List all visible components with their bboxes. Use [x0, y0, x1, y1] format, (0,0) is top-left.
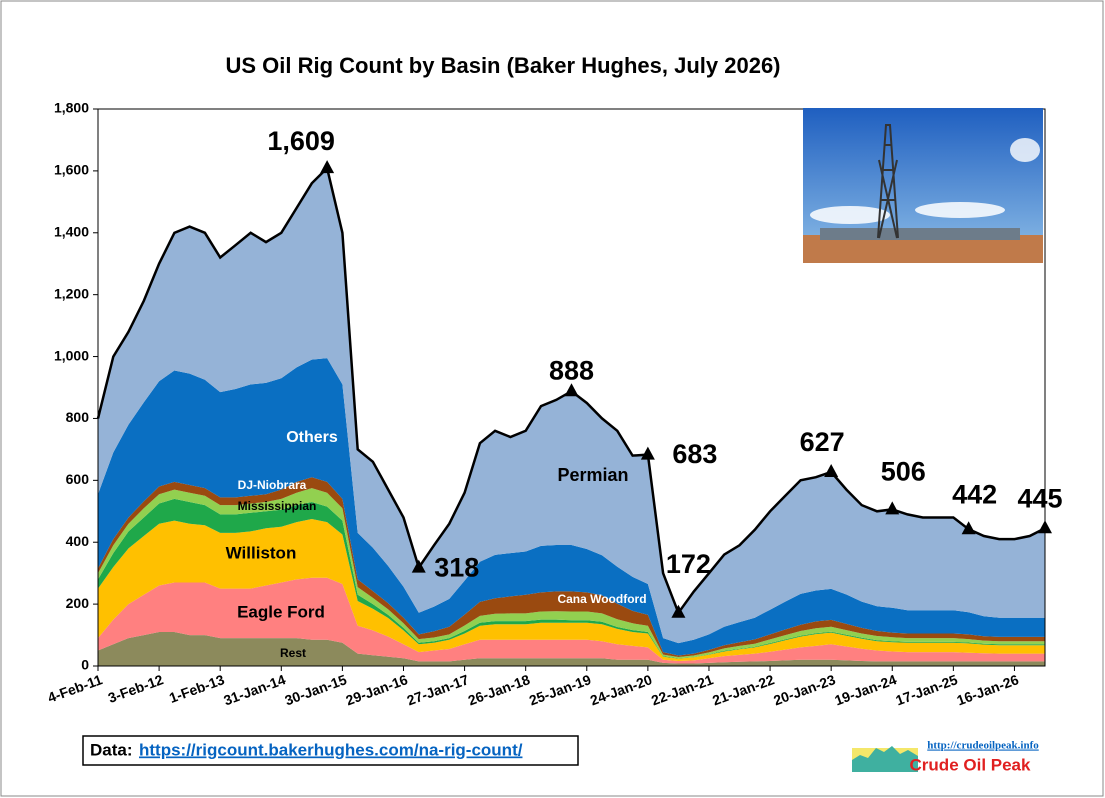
series-label: Eagle Ford — [237, 602, 325, 621]
y-tick-label: 800 — [66, 409, 90, 425]
logo-url[interactable]: http://crudeoilpeak.info — [927, 740, 1039, 752]
plot-border — [97, 108, 1046, 667]
peak-label: 318 — [434, 553, 479, 583]
y-tick-label: 400 — [66, 533, 90, 549]
source-label: Data: — [90, 740, 133, 759]
cloud — [1010, 138, 1040, 162]
peak-label: 442 — [952, 479, 997, 509]
area — [98, 358, 1045, 656]
y-tick-label: 0 — [81, 657, 89, 673]
area — [98, 577, 1045, 664]
y-tick-label: 1,400 — [54, 223, 89, 239]
peak-marker — [1038, 520, 1052, 534]
series-label: Mississippian — [238, 499, 317, 513]
peak-marker — [671, 604, 686, 618]
y-tick-label: 600 — [66, 471, 90, 487]
peak-marker — [961, 521, 976, 535]
logo-name: Crude Oil Peak — [910, 755, 1031, 774]
y-tick-label: 1,200 — [54, 285, 89, 301]
peak-label: 627 — [800, 427, 845, 457]
series-label: Permian — [557, 465, 628, 485]
plot-area — [96, 165, 1046, 666]
photo-rig — [877, 124, 899, 239]
peak-label: 683 — [672, 439, 717, 469]
series-label: Williston — [226, 543, 297, 562]
y-tick-label: 1,800 — [54, 100, 89, 116]
peak-label: 506 — [881, 457, 926, 487]
peak-marker — [411, 559, 426, 573]
photo-equipment — [820, 228, 1020, 240]
area — [98, 488, 1045, 659]
area — [98, 519, 1045, 661]
y-tick-label: 1,600 — [54, 162, 89, 178]
logo: http://crudeoilpeak.info Crude Oil Peak — [852, 740, 1039, 774]
area — [98, 498, 1045, 659]
peak-label: 1,609 — [267, 126, 335, 156]
area — [98, 168, 1045, 644]
area — [98, 632, 1045, 666]
peak-marker — [885, 501, 900, 515]
peak-label: 172 — [666, 549, 711, 579]
y-tick-label: 1,000 — [54, 347, 89, 363]
chart-title: US Oil Rig Count by Basin (Baker Hughes,… — [225, 53, 780, 78]
peak-marker — [320, 160, 335, 174]
photo — [803, 108, 1043, 263]
peak-marker — [564, 383, 579, 397]
series-label: Others — [286, 429, 338, 446]
logo-icon-area — [852, 746, 918, 772]
series-label: DJ-Niobrara — [238, 478, 307, 492]
peak-marker — [824, 463, 839, 477]
peak-marker — [640, 446, 655, 460]
source-link[interactable]: https://rigcount.bakerhughes.com/na-rig-… — [139, 740, 523, 759]
y-tick-label: 200 — [66, 595, 90, 611]
cloud — [810, 206, 890, 224]
peak-label: 888 — [549, 355, 594, 385]
series-label: Cana Woodford — [557, 592, 646, 606]
series-label: Rest — [280, 646, 306, 660]
cloud — [915, 202, 1005, 218]
source-box — [82, 735, 579, 766]
peak-label: 445 — [1017, 483, 1062, 513]
